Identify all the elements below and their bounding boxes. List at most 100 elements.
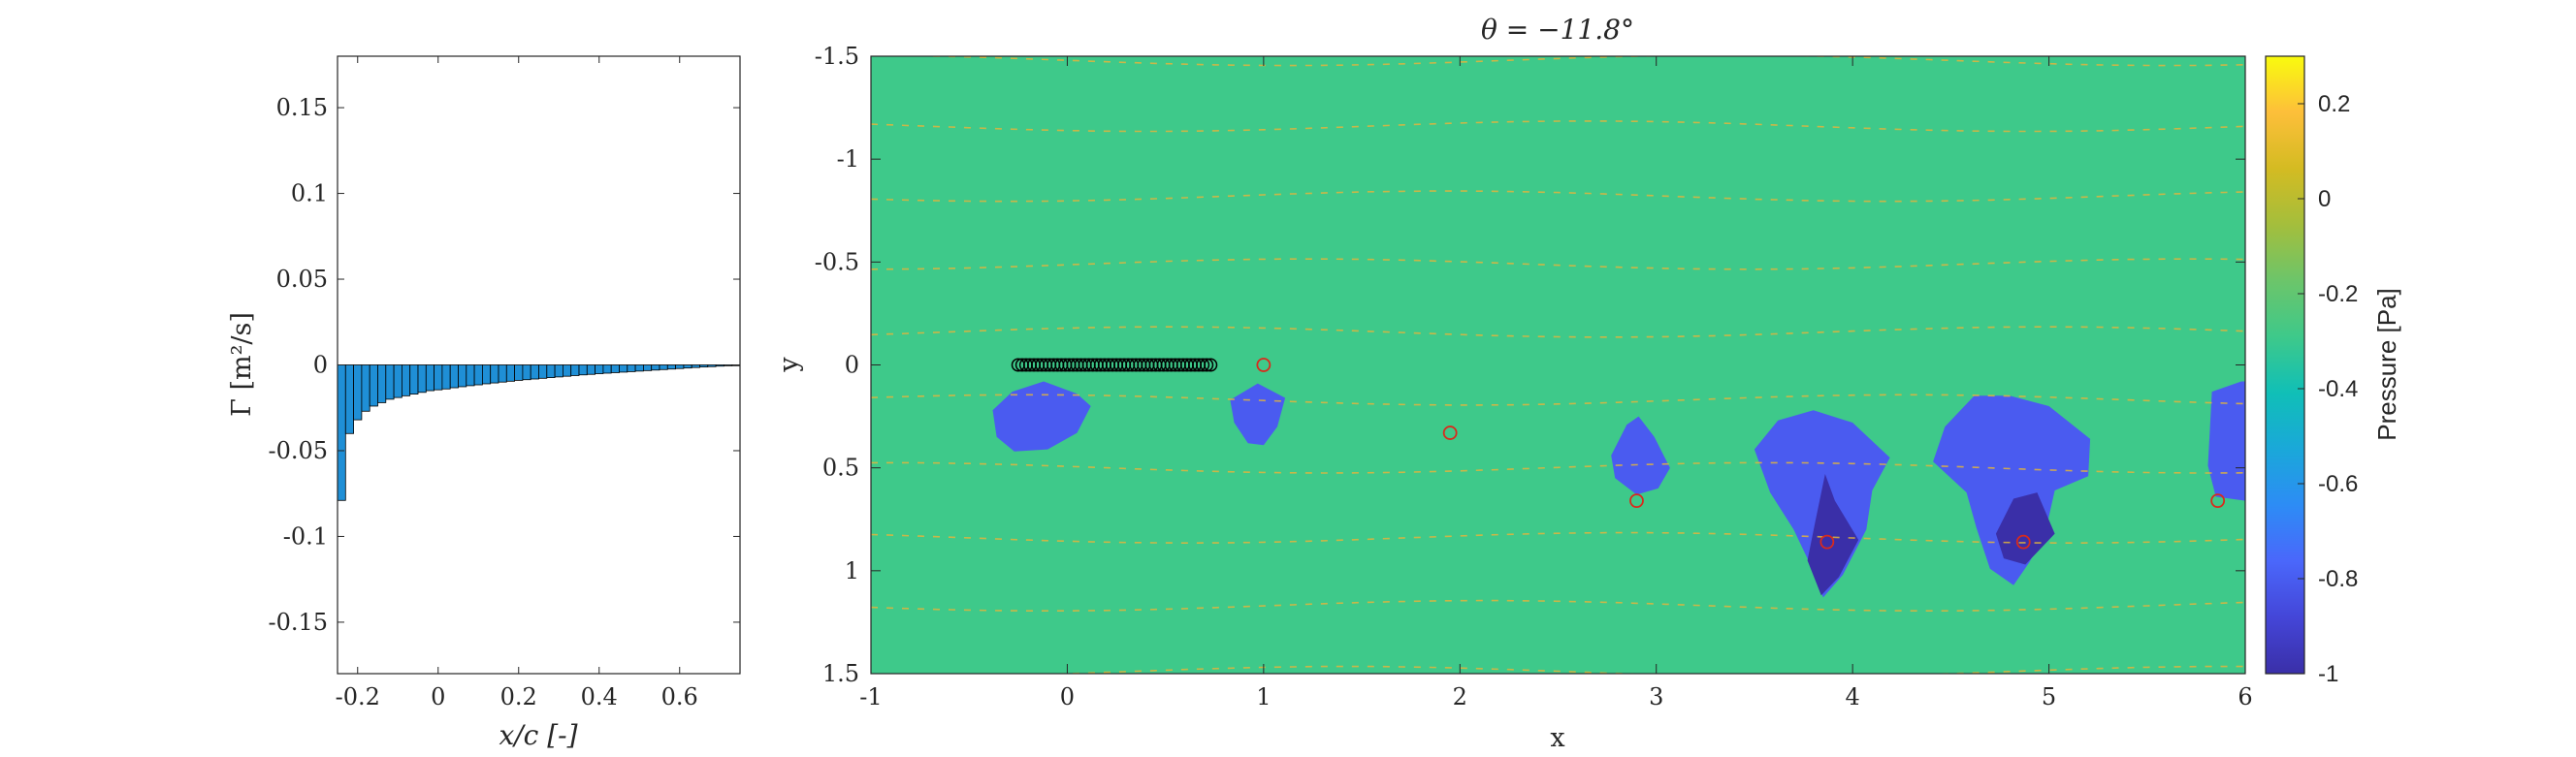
colorbar-tick-label: -1 bbox=[2318, 661, 2338, 687]
bar-x-tick-label: 0 bbox=[431, 683, 445, 710]
bar bbox=[490, 364, 499, 384]
main-x-tick-label: 5 bbox=[2042, 683, 2056, 710]
colorbar-ticks: 0.2 0 -0.2 -0.4 -0.6 -0.8 -1 bbox=[2298, 91, 2358, 687]
colorbar-tick-label: -0.6 bbox=[2318, 471, 2358, 497]
bar bbox=[409, 364, 419, 394]
streamline bbox=[871, 326, 2245, 338]
bar bbox=[401, 364, 411, 396]
streamline bbox=[890, 56, 2245, 67]
bar bbox=[522, 364, 531, 381]
bar bbox=[385, 364, 395, 400]
colorbar-tick-label: 0.2 bbox=[2318, 91, 2350, 117]
streamlines bbox=[871, 56, 2245, 674]
main-y-tick-label: 1.5 bbox=[822, 660, 859, 687]
streamline bbox=[871, 531, 2245, 544]
bar bbox=[683, 364, 692, 369]
bar bbox=[586, 364, 596, 375]
vortex-marker bbox=[2210, 493, 2226, 509]
pressure-core bbox=[1807, 474, 1859, 596]
bar bbox=[466, 364, 475, 387]
bar bbox=[627, 364, 636, 372]
vortex-marker bbox=[2015, 534, 2031, 550]
bar bbox=[393, 364, 402, 398]
pressure-core bbox=[1995, 492, 2055, 565]
bar bbox=[707, 364, 717, 367]
bar-x-label: x/c [-] bbox=[499, 719, 577, 751]
streamline bbox=[871, 599, 2245, 612]
bar-y-tick-label: 0.15 bbox=[276, 94, 328, 121]
bar bbox=[417, 364, 427, 394]
vortex-marker bbox=[1442, 426, 1458, 440]
bar bbox=[361, 364, 370, 412]
bar-x-tick-label: 0.4 bbox=[581, 683, 618, 710]
bar bbox=[369, 364, 378, 407]
streamline bbox=[871, 394, 2245, 406]
bar bbox=[610, 364, 620, 373]
low-pressure-regions bbox=[992, 381, 2245, 598]
airfoil-point bbox=[1204, 358, 1218, 372]
bar bbox=[699, 364, 709, 368]
bar bbox=[546, 364, 556, 378]
streamline bbox=[871, 190, 2245, 203]
low-pressure-region bbox=[1230, 383, 1286, 446]
bar bbox=[538, 364, 548, 379]
main-y-tick-label: -0.5 bbox=[815, 248, 859, 275]
pressure-field-chart: -1 0 1 2 3 4 5 6 -1.5 -1 -0.5 0 0.5 1 1.5 θ = −11.8° x… bbox=[774, 14, 2253, 753]
bar-x-tick-label: 0.6 bbox=[661, 683, 698, 710]
bar bbox=[619, 364, 628, 373]
bar bbox=[602, 364, 612, 374]
streamline bbox=[871, 461, 2245, 474]
colorbar-label: Pressure [Pa] bbox=[2372, 288, 2401, 441]
bar-y-tick-label: 0 bbox=[313, 352, 328, 379]
bar bbox=[691, 364, 700, 368]
bar bbox=[434, 364, 443, 391]
bar bbox=[473, 364, 483, 386]
streamline bbox=[871, 258, 2245, 270]
bar bbox=[643, 364, 653, 371]
bar bbox=[337, 364, 346, 501]
main-x-tick-label: -1 bbox=[859, 683, 882, 710]
bar bbox=[634, 364, 644, 372]
main-y-tick-label: -1 bbox=[837, 145, 859, 173]
circulation-bar-chart: -0.2 0 0.2 0.4 0.6 -0.15 -0.1 -0.05 0 0.05 0.1 0.15… bbox=[227, 55, 741, 751]
colorbar-gradient bbox=[2265, 55, 2305, 675]
bar-y-tick-label: -0.15 bbox=[268, 609, 328, 636]
bar bbox=[344, 364, 354, 434]
bar bbox=[595, 364, 604, 374]
vortex-marker bbox=[1819, 534, 1835, 550]
bar bbox=[481, 364, 492, 385]
colorbar-tick-label: 0 bbox=[2318, 186, 2331, 212]
pressure-cores bbox=[1807, 474, 2055, 596]
bar bbox=[651, 364, 660, 371]
main-y-tick-label: 0 bbox=[845, 352, 859, 379]
low-pressure-region bbox=[2207, 381, 2245, 501]
airfoil-vortex-points bbox=[1011, 358, 1218, 372]
bar-y-tick-label: 0.1 bbox=[291, 180, 328, 207]
main-x-tick-label: 3 bbox=[1649, 683, 1663, 710]
main-x-tick-label: 4 bbox=[1846, 683, 1860, 710]
bar bbox=[505, 364, 515, 382]
pressure-colorbar: 0.2 0 -0.2 -0.4 -0.6 -0.8 -1 Pressure [Pa] bbox=[2265, 55, 2401, 687]
colorbar-tick-label: -0.2 bbox=[2318, 281, 2358, 307]
bar bbox=[498, 364, 507, 383]
low-pressure-region bbox=[1933, 395, 2091, 585]
low-pressure-region bbox=[992, 381, 1091, 452]
bar bbox=[715, 364, 724, 367]
bar bbox=[666, 364, 676, 370]
bar bbox=[724, 364, 733, 366]
main-y-tick-label: -1.5 bbox=[815, 43, 859, 70]
bar-series bbox=[337, 364, 741, 501]
colorbar-tick-label: -0.4 bbox=[2318, 376, 2358, 402]
bar bbox=[659, 364, 668, 370]
bar bbox=[570, 364, 580, 376]
bar bbox=[563, 364, 572, 377]
colorbar-tick-label: -0.8 bbox=[2318, 566, 2358, 592]
bar-axis-ticks: -0.2 0 0.2 0.4 0.6 -0.15 -0.1 -0.05 0 0.05 0.1 0.15 bbox=[268, 56, 740, 710]
main-x-label: x bbox=[1550, 723, 1564, 753]
streamline bbox=[1044, 665, 2245, 674]
bar bbox=[353, 364, 363, 421]
pressure-background bbox=[871, 56, 2245, 674]
bar-y-tick-label: -0.1 bbox=[283, 522, 328, 550]
main-y-tick-label: 0.5 bbox=[822, 455, 859, 482]
